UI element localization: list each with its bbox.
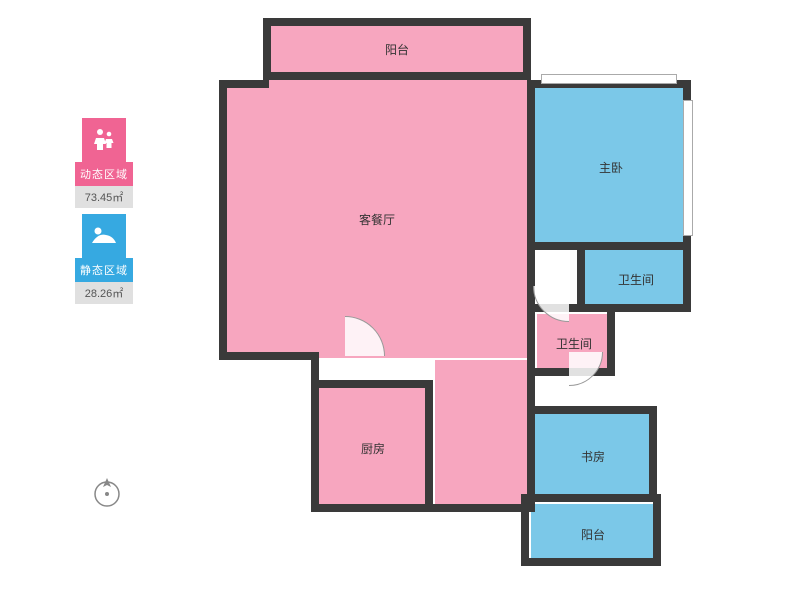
- room-label: 厨房: [361, 440, 385, 457]
- wall: [653, 494, 661, 566]
- room-label: 书房: [581, 448, 605, 465]
- room-label: 阳台: [385, 41, 409, 58]
- legend-static-value: 28.26㎡: [75, 282, 133, 304]
- wall: [311, 352, 319, 512]
- room-balcony-bottom: 阳台: [531, 504, 655, 564]
- wall: [649, 406, 657, 502]
- room-label: 主卧: [599, 159, 623, 176]
- wall: [263, 18, 271, 80]
- wall: [521, 494, 529, 566]
- wall: [311, 380, 433, 388]
- room-study: 书房: [535, 414, 651, 498]
- wall: [311, 504, 433, 512]
- wall: [263, 18, 531, 26]
- legend-dynamic-value: 73.45㎡: [75, 186, 133, 208]
- wall: [577, 242, 585, 312]
- people-icon: [82, 118, 126, 162]
- room-balcony-top: 阳台: [267, 26, 527, 72]
- wall: [425, 504, 535, 512]
- legend-dynamic-label: 动态区域: [75, 162, 133, 186]
- wall: [219, 80, 269, 88]
- room-master-bedroom: 主卧: [535, 88, 687, 246]
- wall: [425, 380, 433, 512]
- window: [683, 100, 693, 236]
- floorplan: 阳台客餐厅主卧卫生间卫生间厨房书房阳台: [225, 18, 695, 583]
- room-label: 卫生间: [618, 271, 654, 288]
- wall: [527, 494, 657, 502]
- legend-static: 静态区域 28.26㎡: [75, 214, 133, 304]
- rest-icon: [82, 214, 126, 258]
- window: [541, 74, 677, 84]
- wall: [219, 80, 227, 360]
- room-corridor: [435, 360, 529, 508]
- room-ensuite-bath: 卫生间: [585, 250, 687, 308]
- room-label: 卫生间: [556, 335, 592, 352]
- legend-static-label: 静态区域: [75, 258, 133, 282]
- compass-icon: [90, 475, 124, 514]
- wall: [527, 406, 657, 414]
- room-kitchen: 厨房: [317, 388, 429, 508]
- wall: [523, 18, 531, 80]
- room-label: 客餐厅: [359, 211, 395, 228]
- legend-dynamic: 动态区域 73.45㎡: [75, 118, 133, 208]
- wall: [263, 72, 531, 80]
- wall: [607, 304, 615, 376]
- wall: [527, 242, 691, 250]
- room-label: 阳台: [581, 526, 605, 543]
- wall: [521, 558, 661, 566]
- wall: [219, 352, 319, 360]
